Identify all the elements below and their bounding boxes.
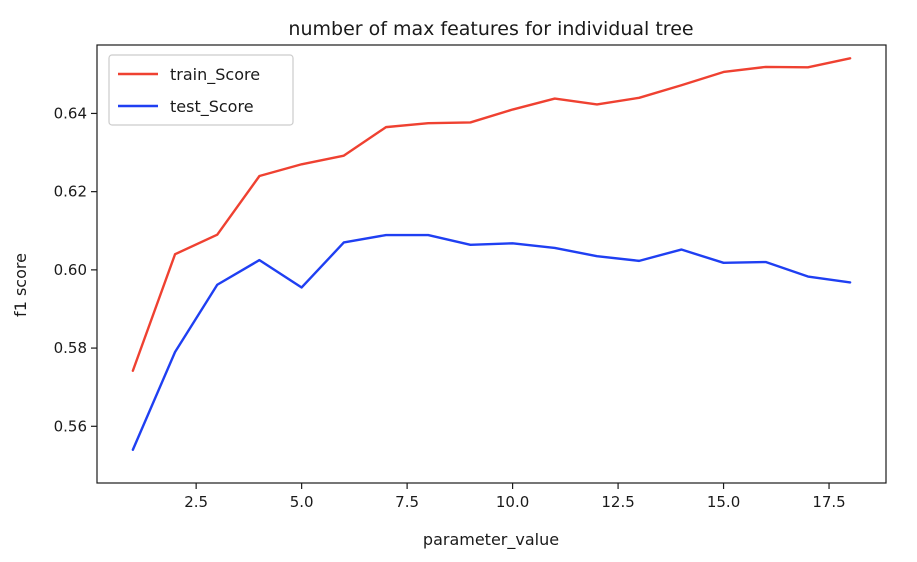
x-tick-label: 2.5 (184, 493, 208, 511)
x-axis-label: parameter_value (423, 530, 559, 550)
x-axis-ticks: 2.5 5.0 7.5 10.0 12.5 15.0 17.5 (184, 483, 846, 511)
y-tick-label: 0.58 (54, 339, 87, 357)
plot-frame (96, 44, 887, 484)
series-line-test-score (131, 233, 852, 451)
y-tick-label: 0.64 (54, 104, 87, 122)
x-tick-label: 10.0 (496, 493, 529, 511)
y-tick-label: 0.62 (54, 183, 87, 201)
x-tick-label: 12.5 (601, 493, 634, 511)
y-tick-label: 0.56 (54, 417, 87, 435)
y-axis-ticks: 0.56 0.58 0.60 0.62 0.64 (54, 104, 97, 435)
legend-box (108, 54, 294, 126)
y-axis-label: f1 score (11, 253, 30, 317)
chart-title: number of max features for individual tr… (288, 18, 693, 40)
series-line-train-score (131, 57, 852, 372)
legend: train_Score test_Score (108, 54, 294, 126)
x-tick-label: 17.5 (812, 493, 845, 511)
x-tick-label: 15.0 (707, 493, 740, 511)
x-tick-label: 7.5 (395, 493, 419, 511)
legend-label: train_Score (170, 65, 260, 85)
x-tick-label: 5.0 (290, 493, 314, 511)
y-tick-label: 0.60 (54, 261, 87, 279)
legend-label: test_Score (170, 97, 254, 117)
plot-series (131, 57, 852, 451)
